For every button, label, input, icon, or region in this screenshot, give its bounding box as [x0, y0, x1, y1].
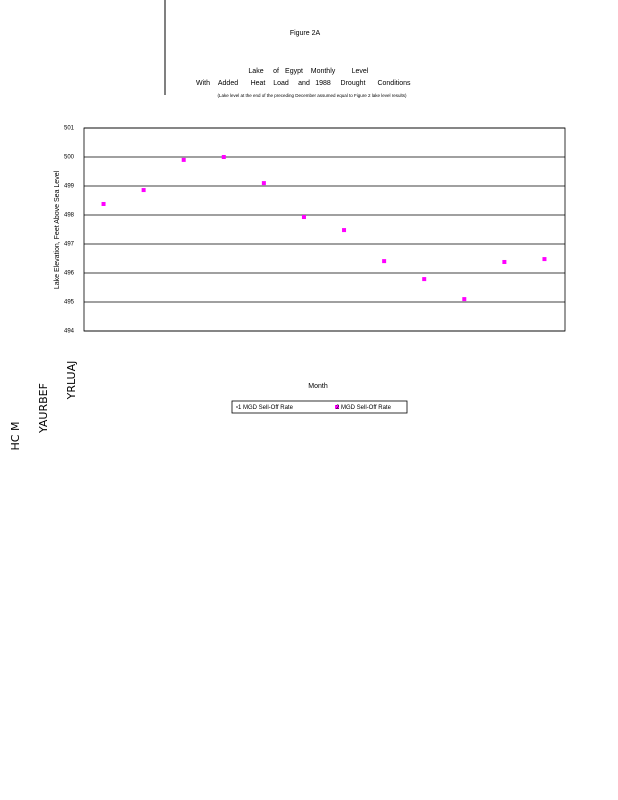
title-word: Drought: [341, 80, 366, 87]
side-text: YAURBEF: [37, 383, 50, 434]
point: [462, 297, 467, 302]
point: [422, 277, 427, 282]
y-axis-label: Lake Elevation, Feet Above Sea Level: [54, 170, 61, 289]
y-tick-label: 497: [64, 242, 75, 248]
point: [141, 188, 146, 193]
legend-label: 2 MGD Sell-Off Rate: [336, 405, 392, 411]
legend: [231, 400, 408, 414]
title-word: and: [298, 80, 310, 87]
y-tick-label: 494: [64, 329, 75, 335]
side-text: HC M: [9, 422, 22, 451]
subtitle: (Lake level at the end of the preceding …: [217, 93, 407, 98]
legend-label: 1 MGD Sell-Off Rate: [238, 405, 294, 411]
point: [342, 228, 347, 233]
title-word: of: [273, 68, 279, 75]
y-tick-label: 499: [64, 184, 75, 190]
y-tick-label: 501: [64, 126, 75, 132]
figure-label: Figure 2A: [290, 30, 321, 37]
title-word: Egypt: [285, 68, 303, 75]
title-word: 1988: [315, 80, 331, 87]
title-word: Load: [273, 80, 289, 87]
point: [382, 259, 387, 264]
legend-marker: [335, 405, 339, 409]
title-word: Level: [352, 68, 369, 75]
point: [181, 157, 186, 162]
point: [502, 259, 507, 264]
title-word: Heat: [251, 80, 266, 87]
title-word: Added: [218, 80, 238, 87]
y-tick-label: 495: [64, 300, 75, 306]
y-tick-label: 496: [64, 271, 75, 277]
title-word: Monthly: [311, 68, 336, 75]
title-word: With: [196, 80, 210, 87]
title-word: Lake: [248, 68, 263, 75]
y-tick-label: 498: [64, 213, 75, 219]
title-word: Conditions: [377, 80, 411, 87]
point: [261, 181, 266, 186]
plot-area: [83, 127, 566, 332]
y-tick-label: 500: [64, 155, 75, 161]
point: [101, 201, 106, 206]
x-axis-label: Month: [308, 383, 328, 390]
point: [542, 257, 547, 262]
point: [221, 155, 226, 159]
side-text: YRLUAJ: [65, 361, 78, 401]
point: [301, 215, 306, 220]
